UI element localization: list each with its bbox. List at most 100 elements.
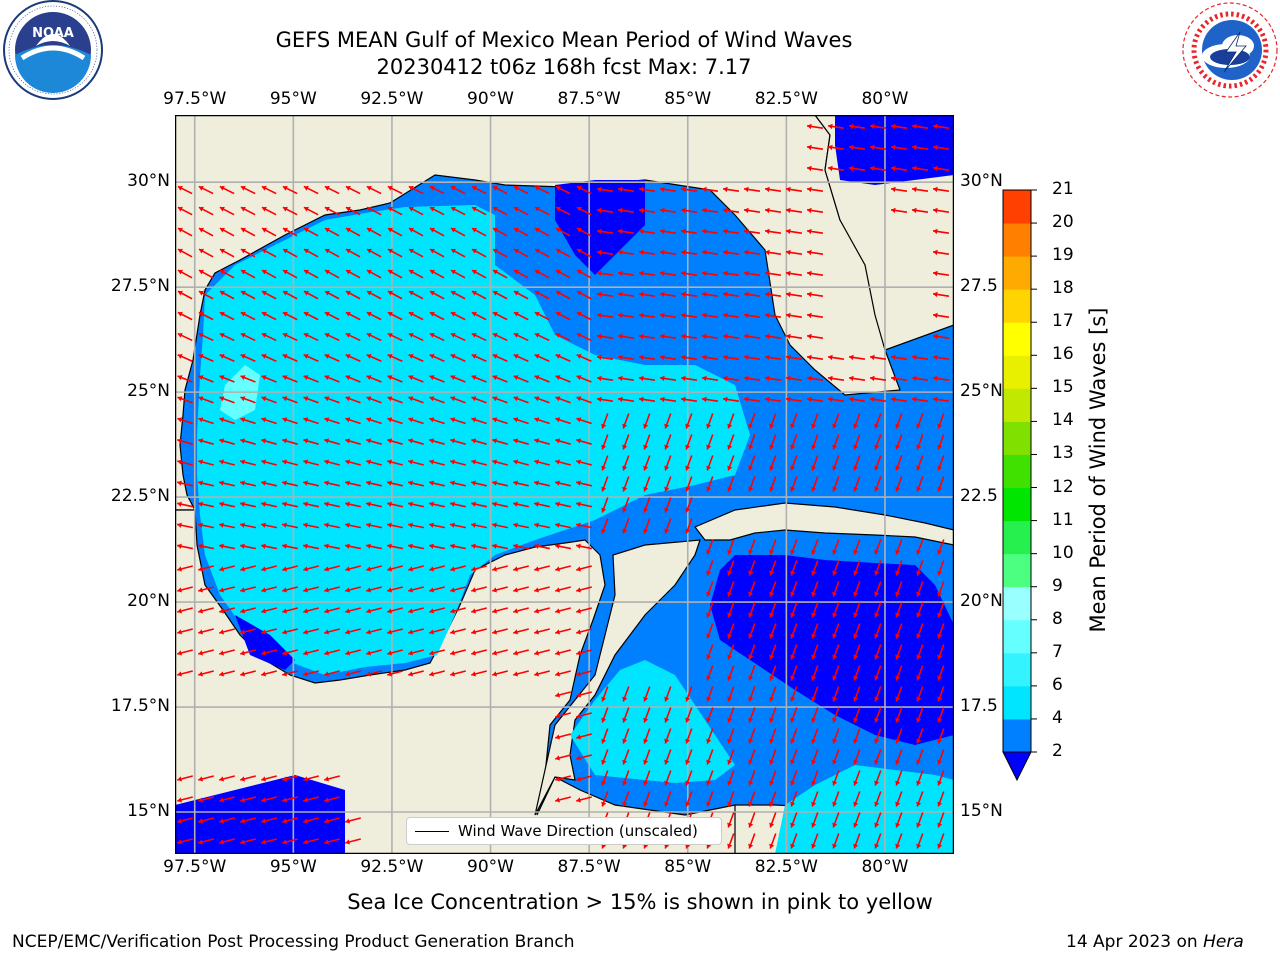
wind-arrow <box>811 581 819 597</box>
wind-arrow <box>764 186 782 193</box>
wind-arrow <box>769 476 777 492</box>
wind-arrow <box>555 438 571 445</box>
wind-arrow <box>240 459 256 466</box>
wind-arrow <box>303 522 319 529</box>
colorbar-segment <box>1003 652 1031 687</box>
wind-arrow <box>450 670 466 677</box>
colorbar-tick-label: 11 <box>1052 509 1074 530</box>
wind-arrow <box>685 770 693 786</box>
wind-arrow <box>471 607 487 614</box>
wind-arrow <box>659 375 677 382</box>
wind-arrow <box>643 476 651 492</box>
lon-tick-label-top: 92.5°W <box>360 89 424 109</box>
wind-arrow <box>303 396 319 404</box>
wind-arrow <box>492 227 508 237</box>
wind-arrow <box>555 670 571 677</box>
wind-arrow <box>706 791 714 807</box>
wind-arrow <box>429 248 445 258</box>
wind-arrow <box>790 749 798 765</box>
wind-arrow <box>937 812 945 828</box>
wind-arrow <box>659 291 677 298</box>
wind-arrow <box>916 455 924 471</box>
wind-arrow <box>366 565 382 572</box>
wind-arrow <box>895 455 903 471</box>
wind-arrow <box>937 686 945 702</box>
wind-arrow <box>366 501 382 508</box>
wind-arrow <box>596 333 614 340</box>
wind-arrow <box>240 628 256 635</box>
wind-arrow <box>685 434 693 450</box>
wind-arrow <box>596 291 614 298</box>
colorbar-tick-label: 6 <box>1052 674 1063 695</box>
wind-arrow <box>366 375 382 383</box>
wind-arrow <box>874 539 882 555</box>
wind-arrow <box>408 417 424 425</box>
wind-arrow <box>345 438 361 445</box>
wind-arrow <box>261 269 277 279</box>
wind-arrow <box>790 791 798 807</box>
wind-arrow <box>937 791 945 807</box>
wind-arrow <box>664 707 672 723</box>
wind-arrow <box>790 623 798 639</box>
wind-arrow <box>177 522 193 529</box>
wind-arrow <box>240 269 256 279</box>
wind-arrow <box>748 455 756 471</box>
wind-arrow <box>387 565 403 572</box>
wind-arrow <box>534 586 550 593</box>
wind-arrow <box>198 375 214 383</box>
wind-arrow <box>450 649 466 656</box>
wind-arrow <box>534 354 550 362</box>
wind-arrow <box>324 522 340 529</box>
wind-arrow <box>219 670 235 677</box>
footer-date-text: 14 Apr 2023 on <box>1066 932 1204 952</box>
wind-arrow <box>387 354 403 362</box>
wind-arrow <box>680 249 698 256</box>
wind-arrow <box>685 455 693 471</box>
wind-arrow <box>769 560 777 576</box>
wind-arrow <box>596 375 614 382</box>
wind-arrow <box>659 186 677 193</box>
wind-arrow <box>240 501 256 508</box>
wind-arrow <box>303 206 319 216</box>
wind-arrow <box>911 186 929 193</box>
wind-arrow <box>576 480 592 487</box>
wind-arrow <box>790 539 798 555</box>
wind-arrow <box>659 396 677 403</box>
lat-tick-label-left: 20°N <box>127 591 170 612</box>
wind-arrow <box>769 581 777 597</box>
wind-arrow <box>722 270 740 277</box>
wind-arrow <box>429 206 445 216</box>
wind-arrow <box>937 749 945 765</box>
wind-arrow <box>874 812 882 828</box>
wind-arrow <box>555 227 571 237</box>
wind-arrow <box>429 396 445 404</box>
wind-arrow <box>895 602 903 618</box>
wind-arrow <box>219 206 235 216</box>
wind-arrow <box>303 838 319 845</box>
wind-arrow <box>596 354 614 361</box>
colorbar-tick-label: 2 <box>1052 741 1063 761</box>
wind-arrow <box>408 248 424 258</box>
wind-arrow <box>471 185 487 195</box>
lon-tick-label-top: 80°W <box>861 89 909 109</box>
colorbar-segment <box>1003 685 1031 720</box>
wind-arrow <box>576 396 592 404</box>
wind-arrow <box>366 354 382 362</box>
map-legend: Wind Wave Direction (unscaled) <box>406 817 722 845</box>
wind-arrow <box>601 791 609 807</box>
wind-arrow <box>324 607 340 614</box>
wind-arrow <box>534 332 550 342</box>
wind-arrow <box>622 497 630 513</box>
wind-arrow <box>806 144 824 151</box>
wind-arrow <box>853 539 861 555</box>
wind-arrow <box>601 413 609 429</box>
wind-arrow <box>513 501 529 508</box>
wind-arrow <box>874 455 882 471</box>
wind-arrow <box>576 565 592 572</box>
wind-arrow <box>387 480 403 487</box>
colorbar-segment <box>1003 223 1031 257</box>
wind-arrow <box>408 290 424 300</box>
wind-arrow <box>324 438 340 445</box>
wind-arrow <box>177 775 193 782</box>
wind-arrow <box>303 248 319 258</box>
